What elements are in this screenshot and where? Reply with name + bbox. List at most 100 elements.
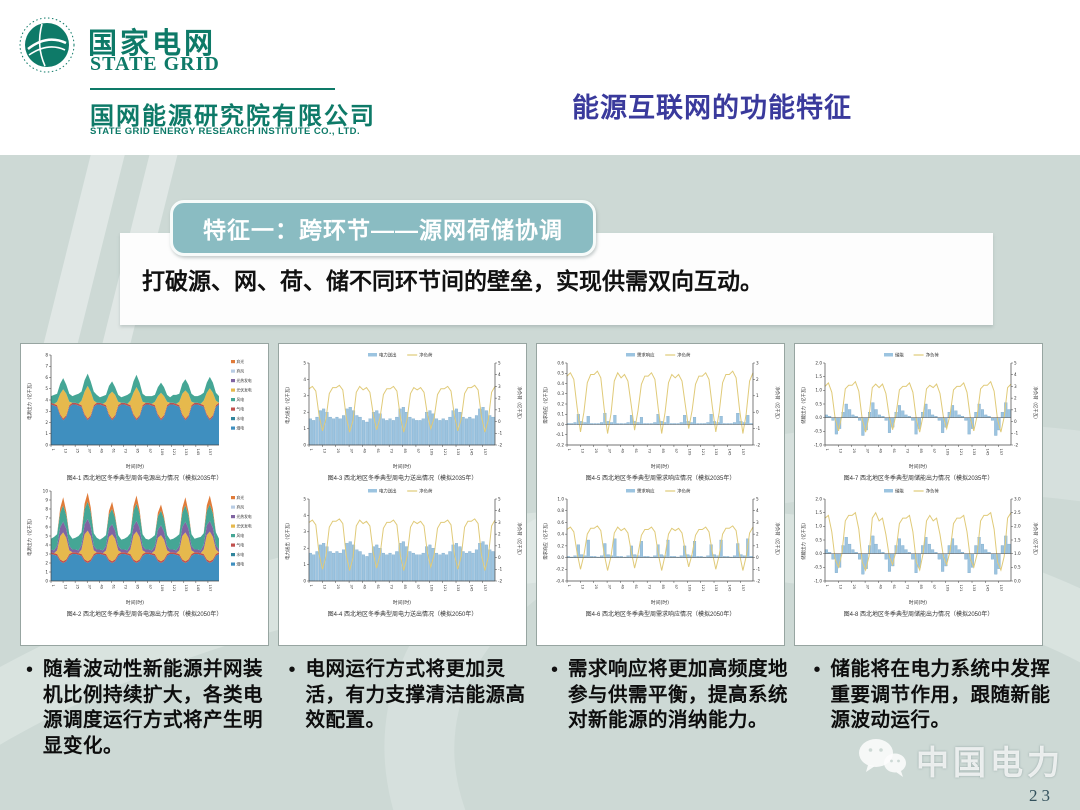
svg-text:0.3: 0.3 [557,391,564,396]
figure-4-4: 0 1 2 3 4 5 -2 -1 0 1 2 3 4 5 1 13 25 37 49 61 73 85 97 109 121 1… [283,483,523,619]
figure-caption: 图4-8 西北地区冬季典型周储能出力情况（模拟2050年） [843,611,994,618]
svg-text:水电: 水电 [236,552,244,557]
svg-text:0.1: 0.1 [557,412,564,417]
svg-text:25: 25 [593,584,597,589]
svg-text:73: 73 [389,449,393,454]
svg-text:85: 85 [660,449,664,454]
svg-text:85: 85 [135,449,139,454]
bullet-item: • 需求响应将更加高频度地参与供需平衡，提高系统对新能源的消纳能力。 [545,657,798,760]
svg-text:25: 25 [75,449,79,454]
svg-text:0.4: 0.4 [557,531,564,536]
svg-text:157: 157 [998,449,1002,456]
svg-text:-2: -2 [498,442,503,447]
chart-card-demand-response: -0.2 -0.1 0.0 0.1 0.2 0.3 0.4 0.5 0.6 -2 -1 0 1 2 3 1 13… [536,343,785,646]
svg-text:-0.5: -0.5 [813,564,822,569]
svg-text:需求响应（亿千瓦）: 需求响应（亿千瓦） [542,520,549,560]
svg-text:1: 1 [303,562,306,567]
svg-text:-1.0: -1.0 [813,442,822,447]
svg-text:1.0: 1.0 [557,496,564,501]
svg-text:25: 25 [335,584,339,589]
svg-text:时间(时): 时间(时) [125,463,143,470]
svg-text:1.0: 1.0 [815,388,822,393]
svg-text:145: 145 [196,449,200,456]
svg-text:1.0: 1.0 [815,523,822,528]
svg-text:109: 109 [429,584,433,592]
page-title: 能源互联网的功能特征 [572,93,852,123]
svg-text:3: 3 [45,551,48,556]
svg-text:净负荷: 净负荷 [925,352,939,359]
svg-text:133: 133 [183,449,187,456]
svg-text:37: 37 [349,584,353,589]
svg-text:109: 109 [945,584,949,592]
svg-text:73: 73 [389,584,393,589]
subtitle-emphasis: 供需双向互动。 [602,268,763,294]
svg-text:5: 5 [498,360,501,365]
watermark-text: 中国电力 [916,743,1064,781]
figure-caption: 图4-6 西北地区冬季典型周需求响应情况（模拟2050年） [585,611,736,618]
svg-text:时间(时): 时间(时) [650,463,668,470]
svg-text:电源出力（亿千瓦）: 电源出力（亿千瓦） [26,380,33,420]
svg-text:37: 37 [865,449,869,454]
svg-text:净负荷: 净负荷 [677,487,691,494]
feature-banner-label: 特征一：跨环节——源网荷储协调 [203,217,563,243]
svg-text:4: 4 [498,508,501,513]
svg-text:2: 2 [498,396,501,401]
svg-text:97: 97 [147,584,151,589]
svg-text:1: 1 [45,431,48,436]
svg-text:73: 73 [647,449,651,454]
svg-text:1: 1 [825,584,829,586]
svg-text:157: 157 [740,449,744,456]
svg-text:97: 97 [416,584,420,589]
svg-text:37: 37 [349,449,353,454]
figure-4-8: -1.0 -0.5 0.0 0.5 1.0 1.5 2.0 0.0 0.5 1.0 1.5 2.0 2.… [799,483,1039,619]
svg-text:0: 0 [303,442,306,447]
figure-4-3: 0 1 2 3 4 5 -2 -1 0 1 2 3 4 5 1 13 25 37 49 61 73 85 97 109 121 1… [283,347,523,483]
svg-text:1.0: 1.0 [1014,551,1021,556]
svg-text:97: 97 [674,584,678,589]
chart-grid-export-2050: 0 1 2 3 4 5 -2 -1 0 1 2 3 4 5 1 13 25 37 49 61 73 85 97 109 121 1… [283,483,523,611]
svg-text:13: 13 [838,584,842,589]
svg-text:1: 1 [51,449,55,451]
svg-text:0.0: 0.0 [815,415,822,420]
svg-text:-2: -2 [756,442,761,447]
figure-4-6: -0.4 -0.2 0.0 0.2 0.4 0.6 0.8 1.0 -2 -1 0 1 2 3 4 5 1 13 2… [541,483,781,619]
svg-text:0.5: 0.5 [815,401,822,406]
svg-text:157: 157 [482,584,486,591]
svg-text:4: 4 [45,397,48,402]
svg-text:2: 2 [498,531,501,536]
figure-caption: 图4-3 西北地区冬季典型周电力送出情况（模拟2035年） [327,476,478,482]
svg-text:0: 0 [756,555,759,560]
svg-text:-1: -1 [756,566,761,571]
svg-text:1.5: 1.5 [815,510,822,515]
svg-text:145: 145 [469,584,473,591]
svg-text:光热发电: 光热发电 [236,514,251,519]
svg-text:储能出力（亿千瓦）: 储能出力（亿千瓦） [800,384,807,424]
svg-text:1: 1 [498,543,501,548]
svg-text:电力送出: 电力送出 [379,352,397,359]
svg-text:净负荷（亿千瓦）: 净负荷（亿千瓦） [516,386,523,421]
svg-text:25: 25 [851,584,855,589]
svg-text:净负荷: 净负荷 [677,352,691,359]
svg-text:3: 3 [498,384,501,389]
chart-demand-response-2050: -0.4 -0.2 0.0 0.2 0.4 0.6 0.8 1.0 -2 -1 0 1 2 3 4 5 1 13 2… [541,483,781,611]
svg-text:0: 0 [1014,419,1017,424]
svg-text:光伏发电: 光伏发电 [236,523,251,528]
bullet-item: • 储能将在电力系统中发挥重要调节作用，跟随新能源波动运行。 [808,657,1061,760]
svg-text:净负荷: 净负荷 [419,352,433,359]
svg-text:97: 97 [674,449,678,454]
svg-text:储能: 储能 [895,352,904,359]
svg-text:5: 5 [303,496,306,501]
svg-text:109: 109 [159,584,163,592]
svg-text:电源出力（亿千瓦）: 电源出力（亿千瓦） [26,516,33,556]
svg-text:-2: -2 [756,578,761,583]
svg-text:0: 0 [45,442,48,447]
svg-text:157: 157 [482,449,486,456]
svg-text:6: 6 [45,375,48,380]
bullet-item: • 随着波动性新能源并网装机比例持续扩大，各类电源调度运行方式将产生明显变化。 [20,657,273,760]
svg-text:37: 37 [87,449,91,454]
bullet-dot-icon: • [813,659,821,681]
svg-text:3: 3 [303,393,306,398]
svg-text:5: 5 [45,386,48,391]
chart-power-output-2035: 0 1 2 3 4 5 6 7 8 1 13 25 37 49 61 73 85 97 109 121 133 145 15… [25,347,265,475]
figure-caption: 图4-7 西北地区冬季典型周储能出力情况（模拟2035年） [843,476,994,482]
